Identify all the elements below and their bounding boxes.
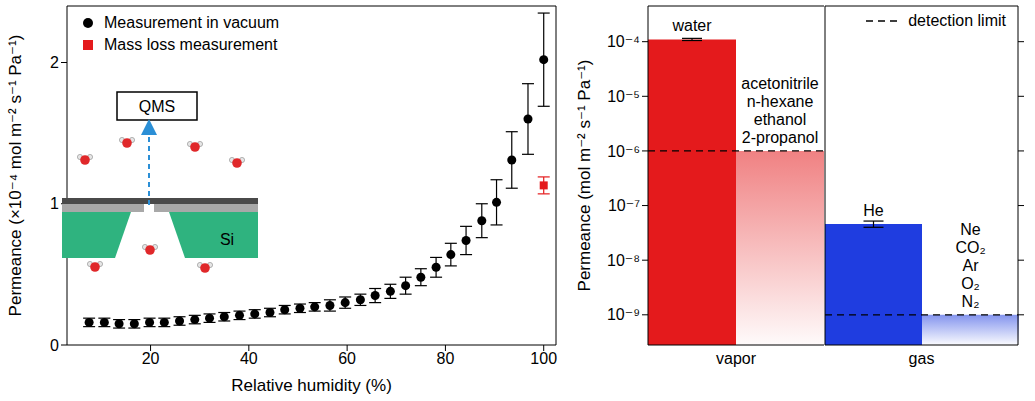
- svg-text:10⁻⁷: 10⁻⁷: [608, 197, 640, 214]
- svg-text:QMS: QMS: [139, 98, 175, 115]
- svg-text:He: He: [863, 202, 884, 219]
- svg-text:10⁻⁵: 10⁻⁵: [607, 88, 640, 105]
- html-text:Mass loss measurement: Mass loss measurement: [104, 36, 278, 53]
- svg-text:0: 0: [50, 337, 59, 354]
- svg-text:2: 2: [50, 54, 59, 71]
- svg-text:100: 100: [530, 350, 557, 367]
- svg-text:10⁻⁹: 10⁻⁹: [607, 306, 640, 323]
- svg-text:Relative humidity (%): Relative humidity (%): [231, 376, 392, 395]
- svg-text:20: 20: [142, 350, 160, 367]
- svg-text:acetonitrilen-hexaneethanol2-p: acetonitrilen-hexaneethanol2-propanol: [741, 75, 818, 146]
- svg-text:10⁻⁶: 10⁻⁶: [607, 143, 640, 160]
- svg-text:gas: gas: [909, 350, 935, 367]
- svg-text:80: 80: [437, 350, 455, 367]
- html-text:detection limit: detection limit: [908, 12, 1006, 29]
- svg-text:Permeance (mol m⁻² s⁻¹ Pa⁻¹): Permeance (mol m⁻² s⁻¹ Pa⁻¹): [575, 60, 594, 292]
- svg-text:NeCO₂ArO₂N₂: NeCO₂ArO₂N₂: [955, 221, 985, 310]
- svg-text:40: 40: [240, 350, 258, 367]
- svg-text:10⁻⁸: 10⁻⁸: [607, 252, 640, 269]
- svg-text:60: 60: [338, 350, 356, 367]
- svg-text:1: 1: [50, 195, 59, 212]
- svg-text:10⁻⁴: 10⁻⁴: [607, 33, 640, 50]
- svg-text:Si: Si: [220, 231, 234, 248]
- html-text:Measurement in vacuum: Measurement in vacuum: [104, 14, 280, 31]
- svg-text:vapor: vapor: [716, 350, 757, 367]
- svg-text:water: water: [671, 17, 712, 34]
- svg-text:Permeance (×10⁻⁴ mol m⁻² s⁻¹ P: Permeance (×10⁻⁴ mol m⁻² s⁻¹ Pa⁻¹): [6, 35, 25, 317]
